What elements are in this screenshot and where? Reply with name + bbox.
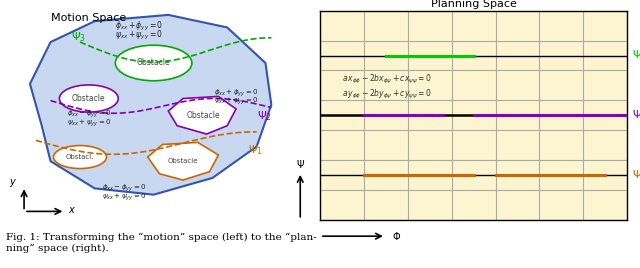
Text: $\Psi_2$: $\Psi_2$ (632, 108, 640, 122)
Text: $\Psi_1$: $\Psi_1$ (248, 143, 263, 157)
Text: $\psi_{xx}+\psi_{yy}=0$: $\psi_{xx}+\psi_{yy}=0$ (67, 118, 111, 129)
Polygon shape (168, 96, 236, 134)
Text: $\phi_{xx}-\phi_{yy}=0$: $\phi_{xx}-\phi_{yy}=0$ (67, 109, 111, 121)
Text: Obstacle: Obstacle (137, 58, 170, 68)
Text: $y$: $y$ (10, 177, 17, 189)
Text: $\Psi_3$: $\Psi_3$ (632, 49, 640, 62)
Text: Motion Space: Motion Space (51, 13, 126, 23)
Text: $\Psi_3$: $\Psi_3$ (71, 30, 86, 44)
Text: Obstacle: Obstacle (187, 111, 220, 120)
Text: $\Psi$: $\Psi$ (296, 158, 305, 169)
Text: $\psi_{xx}+\psi_{yy}=0$: $\psi_{xx}+\psi_{yy}=0$ (102, 191, 147, 203)
Polygon shape (148, 142, 218, 180)
Text: $x$: $x$ (68, 205, 76, 215)
Text: Obstacle: Obstacle (168, 158, 198, 164)
Polygon shape (30, 15, 271, 195)
Text: $a\, x_{\phi\phi} - 2b x_{\phi\psi} + c x_{\psi\psi} = 0$: $a\, x_{\phi\phi} - 2b x_{\phi\psi} + c … (342, 73, 431, 86)
Text: $\phi_{xx}-\phi_{yy}=0$: $\phi_{xx}-\phi_{yy}=0$ (102, 182, 147, 194)
Text: $\phi_{xx}+\phi_{yy}=0$: $\phi_{xx}+\phi_{yy}=0$ (214, 87, 259, 99)
Text: $\psi_{xx}+\psi_{yy}=0$: $\psi_{xx}+\psi_{yy}=0$ (214, 96, 259, 107)
Text: $\phi_{xx}+\phi_{yy}=0$: $\phi_{xx}+\phi_{yy}=0$ (115, 20, 163, 33)
Text: Fig. 1: Transforming the “motion” space (left) to the “plan-
ning” space (right): Fig. 1: Transforming the “motion” space … (6, 233, 317, 253)
Text: $a\, y_{\phi\phi} - 2b y_{\phi\psi} + c y_{\psi\psi} = 0$: $a\, y_{\phi\phi} - 2b y_{\phi\psi} + c … (342, 88, 431, 101)
Text: $\Phi$: $\Phi$ (392, 230, 401, 242)
Text: $\Psi_2$: $\Psi_2$ (257, 109, 271, 123)
Ellipse shape (54, 146, 106, 169)
Ellipse shape (115, 45, 192, 81)
Ellipse shape (60, 85, 118, 112)
Title: Planning Space: Planning Space (431, 0, 516, 9)
Text: Obstacl.: Obstacl. (66, 154, 94, 160)
Text: Obstacle: Obstacle (72, 94, 106, 103)
Text: $\Psi_1$: $\Psi_1$ (632, 168, 640, 182)
Text: $\psi_{xx}+\psi_{yy}=0$: $\psi_{xx}+\psi_{yy}=0$ (115, 29, 163, 42)
